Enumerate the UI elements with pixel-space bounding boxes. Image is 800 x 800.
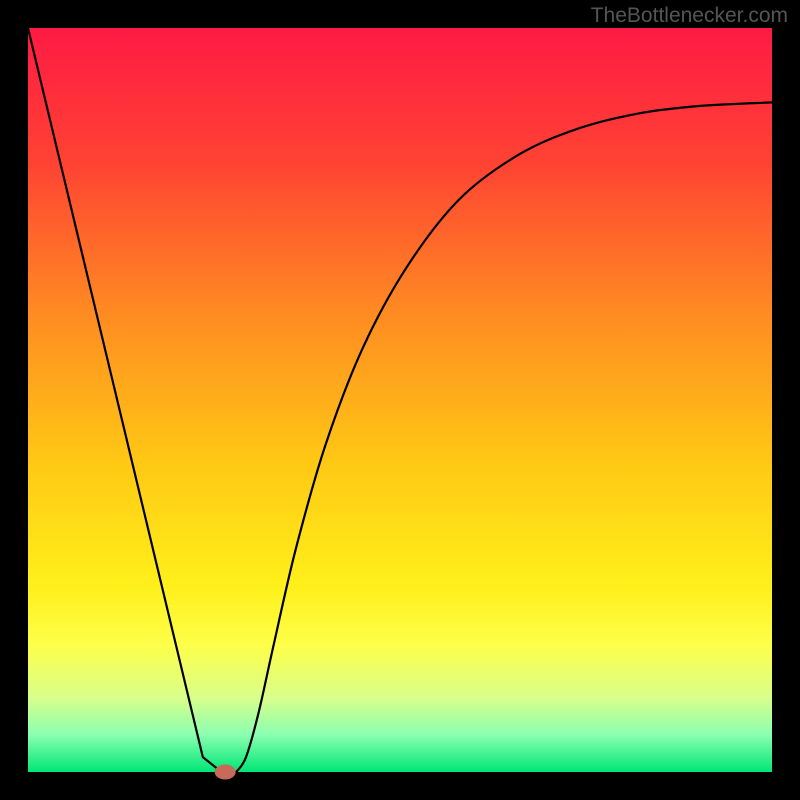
watermark-text: TheBottlenecker.com [591, 4, 788, 28]
chart-frame: TheBottlenecker.com [0, 0, 800, 800]
optimal-marker [215, 765, 235, 779]
bottleneck-chart [0, 0, 800, 800]
plot-background [28, 28, 772, 772]
